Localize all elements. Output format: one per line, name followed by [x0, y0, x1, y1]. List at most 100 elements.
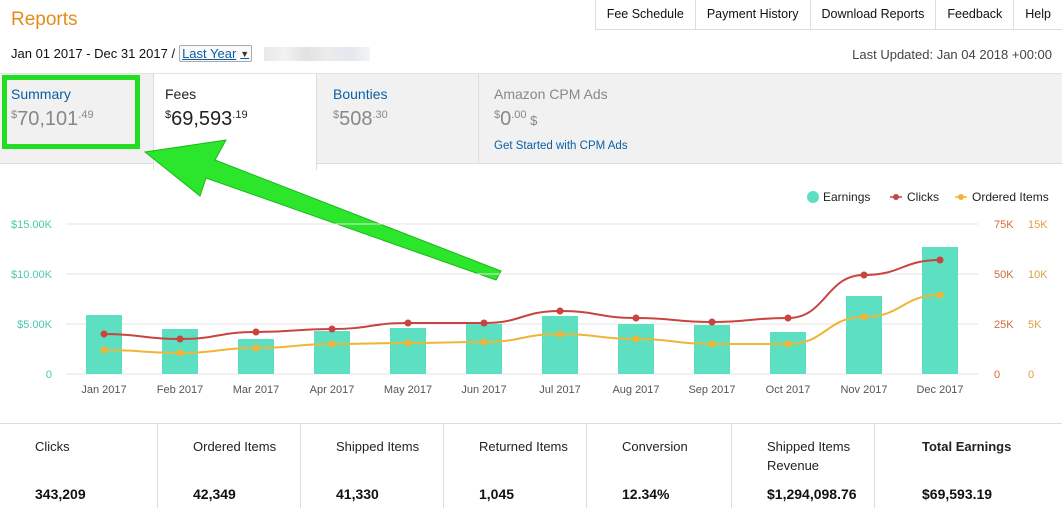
series-point [480, 319, 488, 327]
left-tick-label: $15.00K [11, 219, 53, 231]
series-point [708, 340, 716, 348]
tab-bounties-amount: $508.30 [333, 108, 388, 130]
download-reports-link[interactable]: Download Reports [809, 0, 936, 30]
series-point [480, 338, 488, 346]
legend-label: Ordered Items [972, 190, 1049, 204]
stat-ordered-items: Ordered Items 42,349 [158, 424, 301, 508]
x-tick-label: Jul 2017 [539, 384, 581, 396]
ordered-tick-label: 0 [1028, 369, 1034, 381]
earnings-bar [314, 331, 350, 374]
series-point [328, 325, 336, 333]
tab-fees-amount: $69,593.19 [165, 108, 248, 130]
legend-marker [893, 194, 899, 200]
ordered-tick-label: 10K [1028, 269, 1048, 281]
series-lines [100, 256, 944, 357]
tab-bounties[interactable]: Bounties $508.30 [322, 74, 479, 164]
series-point [100, 330, 108, 338]
page-title: Reports [11, 9, 78, 30]
cpm-get-started-link[interactable]: Get Started with CPM Ads [494, 140, 628, 152]
date-range-select[interactable]: Last Year ▼ [179, 45, 253, 62]
help-link[interactable]: Help [1013, 0, 1062, 30]
clicks-tick-label: 50K [994, 269, 1014, 281]
x-tick-label: May 2017 [384, 384, 432, 396]
series-point [176, 349, 184, 357]
top-nav: Fee Schedule Payment History Download Re… [594, 0, 1062, 30]
chart-legend: Earnings Clicks Ordered Items [807, 190, 1049, 204]
left-tick-label: 0 [46, 369, 52, 381]
x-tick-label: Aug 2017 [612, 384, 659, 396]
series-point [404, 319, 412, 327]
x-tick-label: Jun 2017 [461, 384, 506, 396]
legend-marker [958, 194, 964, 200]
earnings-bar [542, 316, 578, 374]
ordered-tick-label: 15K [1028, 219, 1048, 231]
x-tick-label: Sep 2017 [688, 384, 735, 396]
series-point [784, 314, 792, 322]
series-line [103, 259, 941, 341]
stat-shipped-items: Shipped Items 41,330 [301, 424, 444, 508]
tab-bounties-label: Bounties [333, 86, 388, 102]
blurred-account-id [264, 46, 371, 61]
x-tick-label: Nov 2017 [840, 384, 887, 396]
x-tick-label: Jan 2017 [81, 384, 126, 396]
x-tick-label: Oct 2017 [766, 384, 811, 396]
earnings-bar [694, 325, 730, 374]
stat-shipped-revenue: Shipped Items Revenue $1,294,098.76 [732, 424, 875, 508]
stat-clicks: Clicks 343,209 [0, 424, 158, 508]
stat-returned-items: Returned Items 1,045 [444, 424, 587, 508]
earnings-bar [86, 315, 122, 374]
chart-grid [66, 223, 978, 375]
series-point [404, 339, 412, 347]
tab-cpm-ads[interactable]: Amazon CPM Ads $0.00 $ Get Started with … [483, 74, 783, 164]
x-tick-label: Mar 2017 [233, 384, 279, 396]
date-range-text: Jan 01 2017 - Dec 31 2017 / [11, 46, 176, 61]
earnings-bar [770, 332, 806, 374]
tab-summary[interactable]: Summary $70,101.49 [0, 74, 152, 164]
tab-cpm-amount: $0.00 $ [494, 108, 538, 130]
tab-summary-label: Summary [11, 86, 71, 102]
tab-fees-label: Fees [165, 86, 197, 102]
clicks-tick-label: 75K [994, 219, 1014, 231]
fee-schedule-link[interactable]: Fee Schedule [594, 0, 695, 30]
last-updated: Last Updated: Jan 04 2018 +00:00 [852, 47, 1052, 62]
earnings-bar [390, 328, 426, 374]
clicks-tick-label: 0 [994, 369, 1000, 381]
payment-history-link[interactable]: Payment History [694, 0, 810, 30]
date-range-selected: Last Year [182, 46, 237, 61]
earnings-bar [238, 339, 274, 374]
x-tick-label: Feb 2017 [157, 384, 203, 396]
dropdown-caret-icon: ▼ [240, 48, 250, 59]
tab-fees[interactable]: Fees $69,593.19 [153, 74, 317, 170]
stat-total-earnings: Total Earnings $69,593.19 [922, 439, 1012, 502]
series-point [328, 340, 336, 348]
earnings-chart: 0 0 0 $5.00K 25K 5K $10.00K 50K 10K $15.00K 75K 15K… [11, 190, 1049, 396]
series-point [936, 256, 944, 264]
series-point [100, 346, 108, 354]
earnings-bars [86, 247, 958, 374]
series-point [252, 344, 260, 352]
earnings-bar [466, 324, 502, 374]
left-tick-label: $10.00K [11, 269, 53, 281]
series-point [556, 307, 564, 315]
ordered-tick-label: 5K [1028, 319, 1042, 331]
stats-bar: Clicks 343,209 Ordered Items 42,349 Shippe… [0, 423, 1062, 508]
series-point [860, 271, 868, 279]
left-tick-label: $5.00K [17, 319, 53, 331]
x-tick-label: Dec 2017 [916, 384, 963, 396]
earnings-bar [846, 296, 882, 374]
legend-label: Clicks [907, 190, 939, 204]
feedback-link[interactable]: Feedback [935, 0, 1013, 30]
x-tick-label: Apr 2017 [310, 384, 355, 396]
series-point [556, 330, 564, 338]
series-point [176, 335, 184, 343]
stat-conversion: Conversion 12.34% [587, 424, 732, 508]
series-point [632, 335, 640, 343]
series-point [936, 291, 944, 299]
series-point [708, 318, 716, 326]
earnings-bar [922, 247, 958, 374]
earnings-bar [618, 324, 654, 374]
date-range: Jan 01 2017 - Dec 31 2017 / Last Year ▼ [11, 45, 371, 62]
series-point [252, 328, 260, 336]
series-point [860, 313, 868, 321]
legend-label: Earnings [823, 190, 870, 204]
